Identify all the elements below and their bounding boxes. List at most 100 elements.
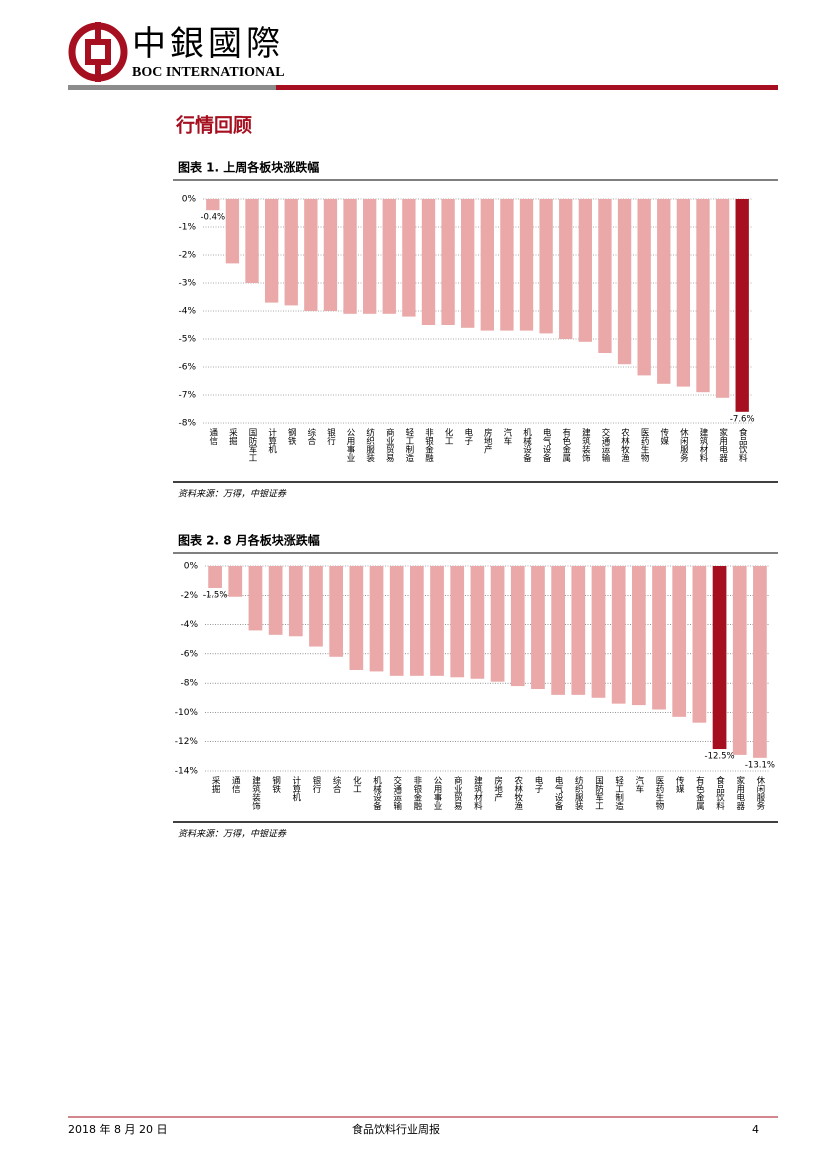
y-tick-label: -8% xyxy=(180,679,198,689)
x-tick-label: 有色金属 xyxy=(694,775,704,811)
footer-date: 2018 年 8 月 20 日 xyxy=(68,1122,167,1136)
x-tick-label: 通信 xyxy=(208,427,218,446)
bar xyxy=(490,566,505,682)
x-tick-label: 有色金属 xyxy=(561,427,571,463)
bar xyxy=(559,199,573,339)
y-tick-label: -2% xyxy=(178,251,196,261)
y-tick-label: -12% xyxy=(175,737,199,747)
bar xyxy=(208,566,222,588)
y-tick-label: -10% xyxy=(175,708,199,718)
x-tick-label: 通信 xyxy=(230,775,240,794)
bar xyxy=(389,566,404,676)
x-tick-label: 公用事业 xyxy=(432,776,442,810)
x-tick-label: 交通运输 xyxy=(600,427,610,463)
value-label: -12.5% xyxy=(705,752,735,762)
footer-page: 4 xyxy=(752,1123,759,1136)
y-tick-label: -2% xyxy=(180,591,198,601)
section-title: 行情回顾 xyxy=(175,114,252,137)
bar xyxy=(696,199,710,393)
x-tick-label: 钢铁 xyxy=(286,427,296,446)
bar xyxy=(715,199,730,398)
x-tick-label: 农林牧渔 xyxy=(513,775,523,810)
x-tick-label: 汽车 xyxy=(502,427,512,446)
footer-report: 食品饮料行业周报 xyxy=(352,1122,440,1136)
x-tick-label: 轻工制造 xyxy=(404,427,414,463)
y-tick-label: -4% xyxy=(178,307,196,317)
bar xyxy=(343,199,357,314)
bar xyxy=(329,566,344,657)
y-tick-label: -6% xyxy=(180,649,198,659)
bar xyxy=(304,199,318,311)
logo-en: BOC INTERNATIONAL xyxy=(132,65,285,80)
x-tick-label: 汽车 xyxy=(634,775,644,794)
value-label: -7.6% xyxy=(730,414,755,424)
x-tick-label: 电气设备 xyxy=(553,775,563,811)
bar xyxy=(349,566,364,670)
header-rule xyxy=(68,85,276,90)
bar xyxy=(672,566,687,717)
bar xyxy=(470,566,485,679)
value-label: -0.4% xyxy=(200,213,225,223)
value-label: -13.1% xyxy=(745,760,775,770)
header-rule xyxy=(276,85,778,90)
x-tick-label: 建筑装饰 xyxy=(580,427,590,463)
bar xyxy=(441,199,455,325)
x-tick-label: 交通运输 xyxy=(392,775,402,811)
bar xyxy=(480,199,494,331)
x-tick-label: 传媒 xyxy=(674,775,684,794)
bar xyxy=(753,566,767,758)
bar xyxy=(676,199,691,387)
y-tick-label: -3% xyxy=(178,279,196,289)
x-tick-label: 休闲服务 xyxy=(755,775,765,811)
chart-source: 资料来源：万得，中银证券 xyxy=(178,829,287,840)
bar xyxy=(402,199,416,317)
y-tick-label: -6% xyxy=(178,363,196,373)
x-tick-label: 综合 xyxy=(331,775,341,794)
x-tick-label: 商业贸易 xyxy=(452,775,462,811)
y-tick-label: 0% xyxy=(182,195,197,205)
x-tick-label: 建筑材料 xyxy=(472,775,482,811)
bar xyxy=(288,566,303,637)
bar xyxy=(323,199,338,311)
chart-source: 资料来源：万得，中银证券 xyxy=(178,489,287,500)
x-tick-label: 食品饮料 xyxy=(715,775,725,811)
x-tick-label: 传媒 xyxy=(659,427,669,446)
x-tick-label: 轻工制造 xyxy=(614,775,624,811)
x-tick-label: 农林牧渔 xyxy=(620,427,630,462)
y-tick-label: 0% xyxy=(184,562,199,572)
logo: 中銀國際 BOC INTERNATIONAL xyxy=(68,22,285,82)
bar xyxy=(692,566,707,723)
x-tick-label: 电子 xyxy=(463,427,473,445)
bar xyxy=(637,199,651,376)
x-tick-label: 银行 xyxy=(311,775,321,794)
bar xyxy=(712,566,727,750)
bar xyxy=(206,199,220,211)
logo-square xyxy=(85,39,111,65)
y-tick-label: -1% xyxy=(178,223,196,233)
bar xyxy=(410,566,424,676)
x-tick-label: 化工 xyxy=(351,775,361,793)
x-tick-label: 电子 xyxy=(533,775,543,793)
x-tick-label: 医药生物 xyxy=(654,776,664,811)
bar xyxy=(531,566,545,689)
bar xyxy=(591,566,606,698)
x-tick-label: 银行 xyxy=(325,427,335,446)
x-tick-label: 房地产 xyxy=(493,775,503,802)
bar xyxy=(735,199,749,412)
x-tick-label: 综合 xyxy=(306,427,316,446)
bar xyxy=(539,199,553,334)
bar xyxy=(421,199,436,325)
bar xyxy=(510,566,525,687)
x-tick-label: 家用电器 xyxy=(735,775,745,811)
bar xyxy=(461,199,475,328)
bar xyxy=(264,199,279,303)
y-tick-label: -14% xyxy=(175,767,199,777)
x-tick-label: 计算机 xyxy=(267,427,277,454)
chart-title: 图表 1. 上周各板块涨跌幅 xyxy=(178,160,319,175)
x-tick-label: 国防军工 xyxy=(593,776,603,810)
x-tick-label: 公用事业 xyxy=(345,428,355,462)
bar xyxy=(617,199,632,365)
bar xyxy=(500,199,514,331)
y-tick-label: -4% xyxy=(180,620,198,630)
